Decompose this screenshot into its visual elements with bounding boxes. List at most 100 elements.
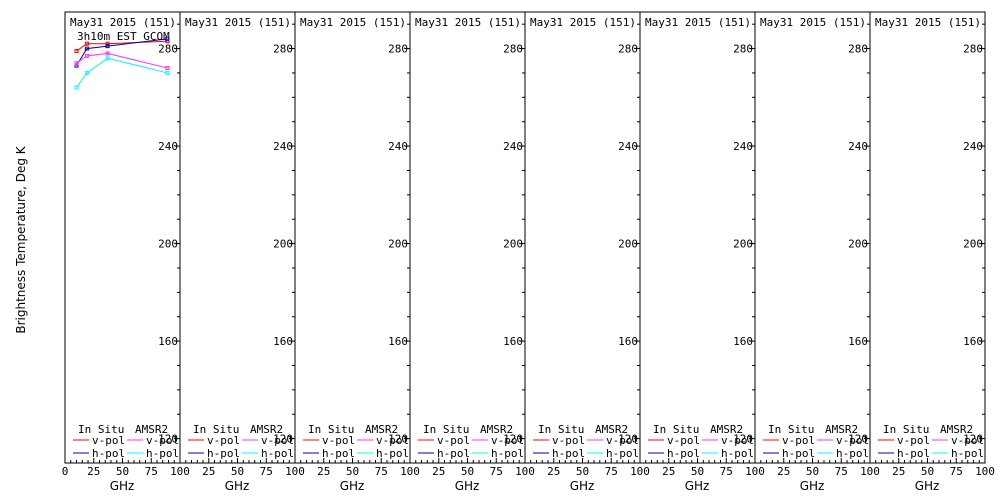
y-tick-label: 200 [503,238,523,251]
x-tick-label: 100 [975,465,995,478]
x-tick-label: 100 [630,465,650,478]
y-tick-label: 160 [733,335,753,348]
legend-label-insitu_v: v-pol [897,434,930,447]
legend-label-insitu_h: h-pol [667,447,700,460]
x-axis-label: GHz [800,479,825,493]
data-point-insitu_v [74,49,79,54]
y-tick-label: 160 [158,335,178,348]
panel-title: May31 2015 (151) [875,16,981,29]
legend-in-situ: In Situ [78,423,124,436]
x-axis-label: GHz [455,479,480,493]
x-tick-label: 75 [260,465,273,478]
legend-label-amsr2_v: v-pol [606,434,639,447]
legend-label-amsr2_h: h-pol [836,447,869,460]
y-tick-label: 200 [273,238,293,251]
y-tick-label: 280 [963,43,983,56]
y-tick-label: 120 [963,433,983,446]
data-point-insitu_h [84,46,89,51]
legend-label-insitu_v: v-pol [207,434,240,447]
x-axis-label: GHz [340,479,365,493]
x-tick-label: 100 [745,465,765,478]
x-tick-label: 100 [515,465,535,478]
data-point-insitu_h [105,44,110,49]
x-tick-label: 50 [691,465,704,478]
series-line-insitu_h [76,38,168,66]
legend-label-amsr2_h: h-pol [951,447,984,460]
x-tick-label: 100 [285,465,305,478]
data-point-amsr2_h [165,70,170,75]
legend-label-insitu_v: v-pol [437,434,470,447]
y-tick-label: 200 [848,238,868,251]
data-point-amsr2_h [84,70,89,75]
x-tick-label: 50 [576,465,589,478]
y-tick-label: 280 [273,43,293,56]
legend-label-insitu_v: v-pol [322,434,355,447]
legend-amsr2: AMSR2 [825,423,858,436]
panel-3: May31 2015 (151) 120 160 200 240 280 25 50 75 100… [294,11,420,493]
legend-label-amsr2_h: h-pol [491,447,524,460]
y-tick-label: 160 [963,335,983,348]
panels-group: May31 2015 (151) 3h10m EST GCOM 120 160 200 2… [62,11,995,493]
panel-4: May31 2015 (151) 120 160 200 240 280 25 50 75 100… [409,11,535,493]
y-tick-label: 280 [388,43,408,56]
data-point-amsr2_v [84,53,89,58]
legend-amsr2: AMSR2 [595,423,628,436]
y-tick-label: 200 [388,238,408,251]
x-tick-label: 50 [921,465,934,478]
panel-1: May31 2015 (151)3h10m EST GCOM 120 160 200 2… [62,11,190,493]
legend-label-amsr2_h: h-pol [376,447,409,460]
y-tick-label: 240 [963,140,983,153]
legend-amsr2: AMSR2 [135,423,168,436]
y-tick-label: 200 [733,238,753,251]
panel-title: May31 2015 (151) [415,16,521,29]
panel-subtitle: 3h10m EST GCOM [77,30,170,43]
x-tick-label: 100 [400,465,420,478]
data-point-amsr2_h [74,85,79,90]
x-tick-label: 75 [375,465,388,478]
y-tick-label: 280 [618,43,638,56]
y-tick-label: 160 [503,335,523,348]
legend-label-amsr2_h: h-pol [606,447,639,460]
legend-label-amsr2_h: h-pol [146,447,179,460]
y-tick-label: 280 [848,43,868,56]
x-tick-label: 50 [346,465,359,478]
data-point-amsr2_h [105,56,110,61]
legend-label-insitu_h: h-pol [782,447,815,460]
legend-label-insitu_v: v-pol [92,434,125,447]
x-tick-label: 50 [806,465,819,478]
legend-in-situ: In Situ [883,423,929,436]
x-tick-label: 75 [720,465,733,478]
x-axis-label: GHz [110,479,135,493]
legend-in-situ: In Situ [653,423,699,436]
legend-label-insitu_h: h-pol [322,447,355,460]
y-tick-label: 120 [273,433,293,446]
y-tick-label: 280 [158,43,178,56]
y-tick-label: 240 [158,140,178,153]
x-tick-label: 50 [116,465,129,478]
y-tick-label: 120 [388,433,408,446]
x-axis-label: GHz [225,479,250,493]
x-tick-label: 0 [62,465,69,478]
legend-amsr2: AMSR2 [480,423,513,436]
y-tick-label: 160 [618,335,638,348]
panel-6: May31 2015 (151) 120 160 200 240 280 25 50 75 100… [639,11,765,493]
legend-label-amsr2_v: v-pol [491,434,524,447]
legend-label-insitu_v: v-pol [552,434,585,447]
x-axis-label: GHz [570,479,595,493]
y-tick-label: 280 [503,43,523,56]
x-tick-label: 25 [202,465,215,478]
y-tick-label: 240 [618,140,638,153]
data-point-insitu_h [165,36,170,41]
x-tick-label: 25 [317,465,330,478]
legend-in-situ: In Situ [538,423,584,436]
data-point-insitu_v [165,39,170,44]
data-point-insitu_v [105,41,110,46]
panel-2: May31 2015 (151) 120 160 200 240 280 25 50 75 100… [179,11,305,493]
x-tick-label: 25 [547,465,560,478]
x-tick-label: 25 [432,465,445,478]
y-tick-label: 200 [963,238,983,251]
x-tick-label: 75 [835,465,848,478]
x-tick-label: 75 [605,465,618,478]
x-tick-label: 75 [490,465,503,478]
panel-title: May31 2015 (151) [530,16,636,29]
